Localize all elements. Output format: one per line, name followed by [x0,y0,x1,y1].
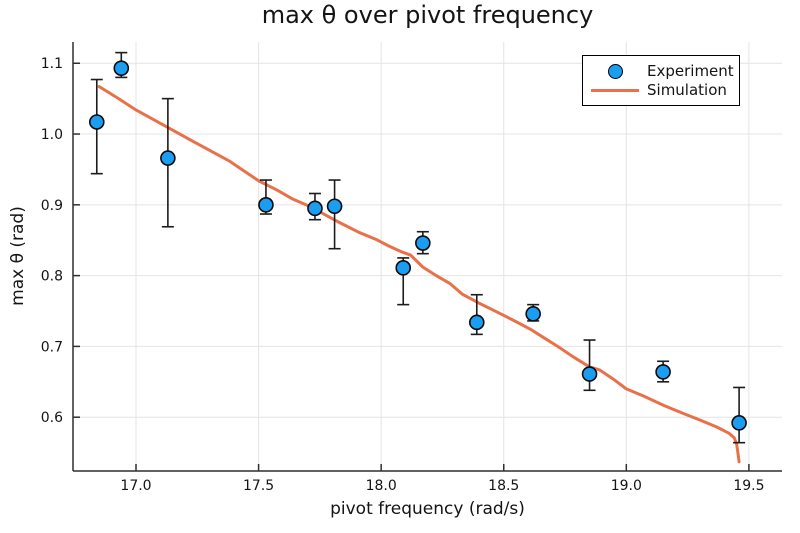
y-tick-label: 1.1 [41,56,63,72]
legend-label-experiment: Experiment [647,62,734,80]
experiment-marker-icon [607,63,623,79]
y-tick-label: 1.0 [41,127,63,143]
data-point-marker [415,235,431,251]
data-point-marker [581,366,598,382]
data-point-marker [468,314,485,331]
chart-title: max θ over pivot frequency [261,1,594,29]
data-point-marker [160,150,176,166]
y-tick-label: 0.8 [41,269,63,285]
legend-entry-experiment: Experiment [583,62,739,81]
x-tick-label: 17.0 [120,478,151,494]
legend-entry-simulation: Simulation [583,81,739,100]
x-tick-label: 19.5 [733,478,764,494]
y-axis-label: max θ (rad) [8,206,28,306]
x-axis-label: pivot frequency (rad/s) [330,499,525,519]
data-point-marker [395,260,412,276]
data-point-marker [655,364,671,380]
data-point-marker [113,60,130,76]
legend-label-simulation: Simulation [647,81,727,99]
data-point-marker [525,306,541,322]
y-tick-label: 0.6 [41,410,63,426]
x-tick-label: 17.5 [243,478,274,494]
x-tick-label: 18.5 [488,478,519,494]
x-tick-label: 18.0 [366,478,397,494]
data-point-marker [731,415,747,431]
legend: Experiment Simulation [582,55,740,106]
y-tick-label: 0.7 [41,339,63,355]
y-tick-label: 0.9 [41,198,63,214]
data-point-marker [88,114,105,130]
data-point-marker [307,200,323,217]
data-point-marker [326,198,343,215]
simulation-line [97,85,741,464]
simulation-line-icon [591,88,639,92]
x-tick-label: 19.0 [611,478,642,494]
data-point-marker [258,197,274,213]
